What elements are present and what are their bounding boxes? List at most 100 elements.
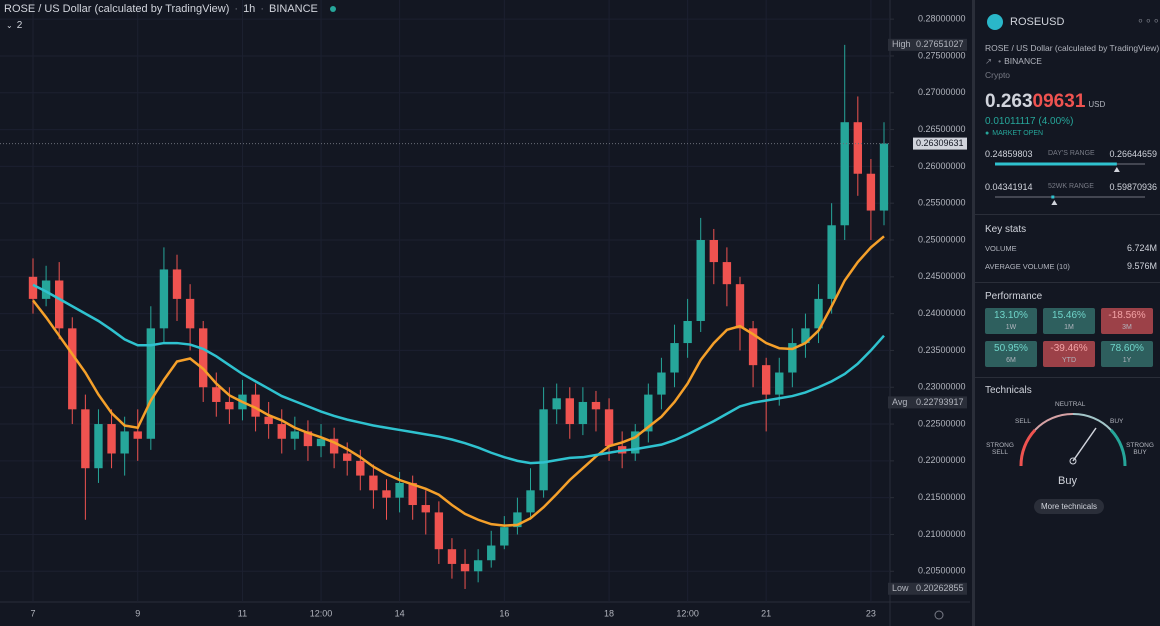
strong-sell-label: STRONG SELL: [986, 442, 1014, 456]
y-tick-label: 0.23000000: [918, 382, 966, 392]
candle-body: [591, 401, 601, 410]
price-main: 0.263: [985, 91, 1033, 112]
y-tick-label: 0.21500000: [918, 492, 966, 502]
candle-body: [251, 394, 260, 417]
currency: USD: [1088, 100, 1106, 109]
sep: [255, 3, 269, 15]
y-tick-label: 0.24500000: [918, 271, 966, 281]
buy-label: BUY: [1110, 418, 1124, 425]
marker-name-box: [888, 38, 913, 51]
x-tick-label: 21: [761, 608, 771, 618]
candle-body: [670, 343, 679, 373]
marker-value: 0.26309631: [916, 138, 964, 148]
candle-body: [526, 490, 535, 513]
wk-low: 0.04341914: [985, 182, 1033, 192]
candle-body: [709, 240, 718, 263]
performance-period: 6M: [1006, 357, 1016, 364]
candle-body: [395, 482, 404, 498]
interval[interactable]: 1h: [243, 3, 256, 15]
marker-box: [913, 396, 967, 409]
x-tick-label: 14: [395, 608, 405, 618]
candle-body: [225, 401, 234, 410]
candle-body: [81, 409, 90, 469]
performance-value: 78.60%: [1110, 343, 1144, 354]
candle-body: [316, 438, 326, 447]
gauge-arc: [1034, 412, 1074, 431]
x-tick-label: 18: [604, 608, 614, 618]
candle-body: [631, 431, 640, 454]
neutral-label: NEUTRAL: [1055, 401, 1086, 408]
x-tick-label: 23: [866, 608, 876, 618]
y-tick-label: 0.25500000: [918, 198, 966, 208]
y-tick-label: 0.21000000: [918, 529, 966, 539]
candle-body: [329, 438, 339, 454]
performance-value: -18.56%: [1108, 310, 1146, 321]
day-low: 0.24859803: [985, 149, 1033, 159]
candle-body: [382, 490, 391, 498]
technicals-title: Technicals: [985, 385, 1032, 396]
y-tick-label: 0.27500000: [918, 50, 966, 60]
performance-value: 13.10%: [994, 310, 1028, 321]
candle-body: [539, 409, 548, 491]
x-tick-label: 7: [30, 608, 35, 618]
y-tick-label: 0.26500000: [918, 124, 966, 134]
x-tick-label: 16: [499, 608, 509, 618]
plot: [0, 44, 890, 589]
candle-body: [343, 453, 352, 461]
x-tick-label: 9: [135, 608, 140, 618]
gauge-needle: [1072, 427, 1097, 462]
exchange: BINANCE: [1004, 56, 1042, 66]
menu[interactable]: ∘∘∘: [1137, 15, 1160, 27]
day-range-bar: [995, 162, 1145, 172]
candle-body: [552, 398, 561, 410]
candle-body: [185, 298, 195, 329]
bullet: •: [998, 56, 1002, 66]
gauge-arc-buy: [1109, 428, 1127, 467]
performance-period: YTD: [1062, 357, 1076, 364]
moving-average: [32, 283, 885, 465]
candle-body: [775, 372, 784, 395]
candle-body: [54, 280, 64, 329]
caret: ⌄: [6, 21, 13, 30]
candle-body: [264, 416, 273, 425]
marker-name: Low: [892, 583, 909, 593]
y-tick-label: 0.20500000: [918, 566, 966, 576]
candle-body: [657, 372, 666, 395]
candle-body: [500, 527, 509, 546]
candle-body: [172, 269, 182, 299]
change: 0.01011117 (4.00%): [985, 116, 1074, 127]
chart: 0.28000000 0.27500000 0.27000000 0.26500000…: [0, 0, 970, 626]
strong-buy-label: STRONG BUY: [1126, 442, 1154, 456]
range-marker: [1051, 200, 1058, 205]
candle-body: [761, 365, 771, 395]
symbol-logo: [987, 14, 1003, 30]
marker-box: [913, 38, 967, 51]
candle-body: [683, 320, 692, 344]
candle-body: [748, 328, 758, 366]
candle-body: [120, 431, 129, 454]
performance-cell: 78.60% 1Y: [1101, 341, 1153, 367]
settings-icon[interactable]: [934, 610, 944, 620]
wk-range-bar: [995, 195, 1145, 205]
marker-name: High: [892, 39, 911, 49]
moving-average: [32, 235, 885, 527]
sep: [229, 3, 243, 15]
indicator-toggle[interactable]: ⌄ 2: [6, 20, 22, 31]
stat-label: AVERAGE VOLUME (10): [985, 262, 1070, 271]
candle-body: [107, 424, 116, 454]
more-technicals[interactable]: More technicals: [1034, 499, 1104, 514]
range-marker: [1113, 167, 1120, 172]
candle-body: [68, 328, 77, 410]
performance-period: 1W: [1005, 324, 1017, 331]
exchange-row: ↗ • BINANCE: [985, 56, 1042, 67]
status-text: MARKET OPEN: [992, 130, 1044, 137]
y-tick-label: 0.27000000: [918, 87, 966, 97]
candle-body: [644, 394, 653, 432]
marker-value: 0.27651027: [916, 39, 964, 49]
performance-period: 3M: [1122, 324, 1132, 331]
candle-body: [866, 173, 876, 211]
candle-body: [94, 424, 103, 469]
stat-value: 9.576M: [1126, 261, 1157, 271]
y-tick-label: 0.22500000: [918, 418, 966, 428]
